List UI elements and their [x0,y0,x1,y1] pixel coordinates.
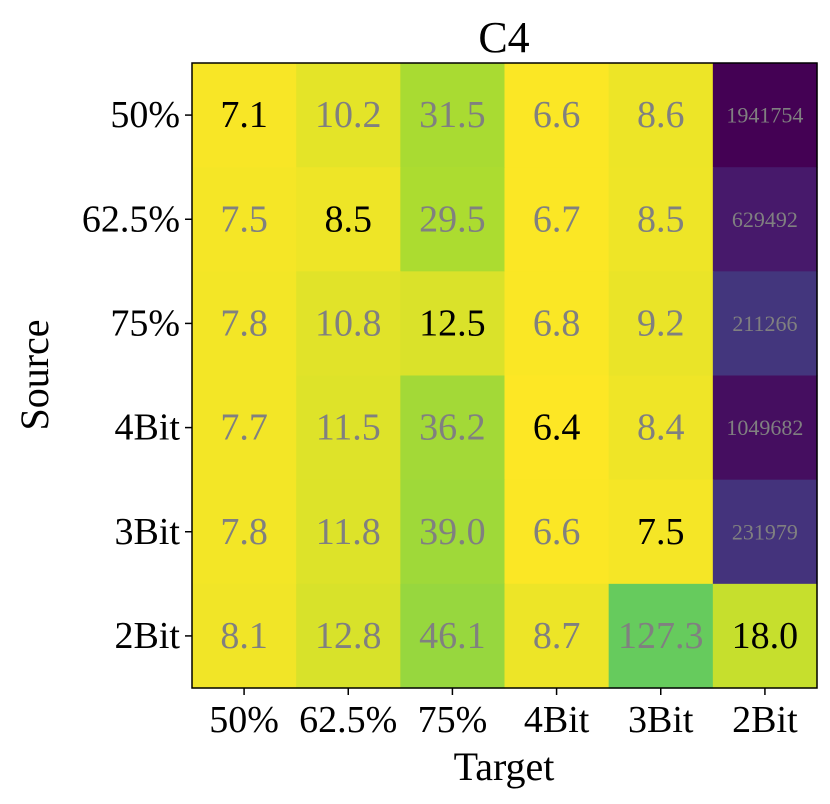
x-tick-label: 3Bit [628,699,694,741]
heatmap-cell [504,375,610,481]
cell-value-label: 7.8 [220,302,268,344]
cell-value-label: 10.2 [315,94,382,136]
heatmap-cell [712,63,818,168]
x-tick-label: 4Bit [524,699,590,741]
y-tick-label: 50% [110,94,180,136]
cell-value-label: 629492 [732,207,798,232]
heatmap-cell [400,167,506,272]
cell-value-label: 8.1 [220,615,268,657]
cell-value-label: 31.5 [419,94,486,136]
cell-value-label: 8.4 [637,407,685,449]
heatmap-cell [296,479,401,585]
heatmap-cell [608,479,714,585]
x-axis: 50% 62.5% 75% 4Bit 3Bit 2Bit [209,688,798,741]
heatmap-cell [400,375,506,481]
heatmap-cell [712,583,818,689]
heatmap-cell [712,479,818,585]
x-tick-label: 50% [209,699,279,741]
heatmap-cell [296,167,401,272]
cell-value-label: 39.0 [419,511,486,553]
cell-value-label: 6.6 [533,511,581,553]
cell-value-label: 8.5 [325,198,373,240]
cell-value-label: 7.5 [220,198,268,240]
cell-value-label: 11.8 [316,511,381,553]
cell-value-label: 29.5 [419,198,486,240]
y-tick-label: 2Bit [115,615,181,657]
cell-value-label: 8.5 [637,198,685,240]
cell-value-label: 231979 [732,519,798,544]
cell-value-label: 6.4 [533,407,581,449]
cell-value-label: 46.1 [419,615,486,657]
heatmap-cell [504,271,610,377]
cell-value-label: 9.2 [637,302,685,344]
cell-value-label: 127.3 [618,615,704,657]
x-tick-label: 62.5% [299,699,397,741]
cell-value-label: 7.7 [220,407,268,449]
heatmap-cell [192,167,297,272]
x-tick-label: 2Bit [732,699,798,741]
heatmap-cells: 7.1 10.2 31.5 6.6 8.6 1941754 7.5 8.5 29.5 6.7 8.5… [192,63,818,689]
cell-value-label: 6.8 [533,302,581,344]
cell-value-label: 8.7 [533,615,581,657]
heatmap-cell [296,271,401,377]
heatmap-cell [400,583,506,689]
heatmap-cell [400,271,506,377]
cell-value-label: 211266 [732,311,797,336]
cell-value-label: 7.5 [637,511,685,553]
y-axis-label: Source [12,319,57,430]
heatmap-cell [296,63,401,168]
heatmap-cell [192,583,297,689]
y-axis: 50% 62.5% 75% 4Bit 3Bit 2Bit [82,94,192,657]
heatmap-cell [192,375,297,481]
cell-value-label: 7.8 [220,511,268,553]
heatmap-cell [504,167,610,272]
heatmap-cell [296,375,401,481]
cell-value-label: 8.6 [637,94,685,136]
y-tick-label: 62.5% [82,198,180,240]
heatmap-cell [608,375,714,481]
heatmap-cell [712,167,818,272]
chart-title: C4 [478,13,529,62]
cell-value-label: 6.6 [533,94,581,136]
heatmap-cell [296,583,401,689]
cell-value-label: 18.0 [732,615,799,657]
cell-value-label: 1941754 [726,103,803,128]
heatmap-cell [504,583,610,689]
cell-value-label: 7.1 [220,94,268,136]
heatmap-cell [400,63,506,168]
heatmap-cell [192,271,297,377]
heatmap-cell [608,271,714,377]
heatmap-cell [400,479,506,585]
cell-value-label: 12.5 [419,302,486,344]
cell-value-label: 36.2 [419,407,486,449]
heatmap-cell [608,583,714,689]
cell-value-label: 1049682 [726,415,803,440]
y-tick-label: 4Bit [115,407,181,449]
heatmap-cell [192,63,297,168]
cell-value-label: 11.5 [316,407,381,449]
heatmap-cell [608,63,714,168]
heatmap-cell [504,63,610,168]
heatmap-cell [712,271,818,377]
heatmap-cell [192,479,297,585]
heatmap-cell [608,167,714,272]
y-tick-label: 3Bit [115,511,181,553]
x-tick-label: 75% [418,699,488,741]
x-axis-label: Target [454,744,555,789]
cell-value-label: 10.8 [315,302,382,344]
cell-value-label: 6.7 [533,198,581,240]
plot-frame [191,62,818,689]
heatmap-cell [712,375,818,481]
heatmap-cell [504,479,610,585]
y-tick-label: 75% [110,302,180,344]
cell-value-label: 12.8 [315,615,382,657]
